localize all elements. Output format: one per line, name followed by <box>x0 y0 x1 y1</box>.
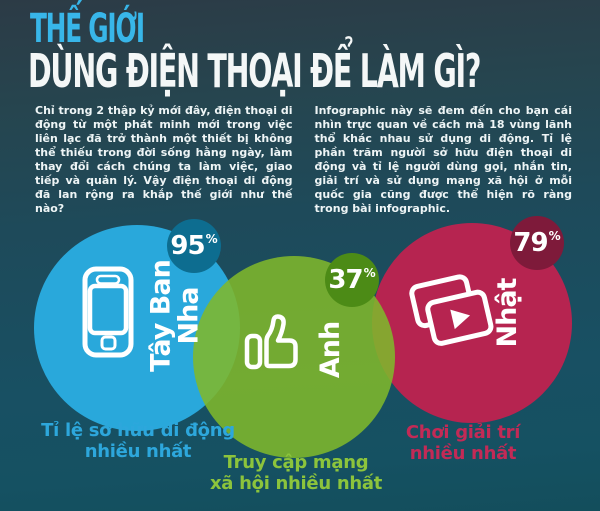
header: THẾ GIỚI DÙNG ĐIỆN THOẠI ĐỂ LÀM GÌ? <box>0 0 600 100</box>
percent-value: 95 <box>170 231 205 261</box>
percent-badge-japan: 79 % <box>510 216 564 270</box>
percent-sign: % <box>205 232 218 246</box>
percent-value: 37 <box>328 265 363 295</box>
country-label-uk: Anh <box>315 321 347 379</box>
percent-badge-spain: 95 % <box>167 219 221 273</box>
smartphone-icon <box>82 266 134 362</box>
percent-sign: % <box>363 266 376 280</box>
caption-spain: Tỉ lệ sở hữu di động nhiều nhất <box>41 420 235 462</box>
caption-japan: Chơi giải trí nhiều nhất <box>405 422 521 464</box>
intro-paragraph-right: Infographic này sẽ đem đến cho bạn cái n… <box>314 104 573 215</box>
video-play-icon <box>402 274 496 356</box>
country-label-japan: Nhật <box>492 278 524 348</box>
country-label-spain: Tây Ban Nha <box>145 260 204 372</box>
percent-badge-uk: 37 % <box>325 253 379 307</box>
caption-uk: Truy cập mạng xã hội nhiều nhất <box>209 452 382 494</box>
thumbs-up-icon <box>242 308 310 378</box>
intro-paragraph-left: Chỉ trong 2 thập kỷ mới đây, điện thoại … <box>35 104 293 215</box>
title-line1: THẾ GIỚI <box>30 6 145 52</box>
title-line2: DÙNG ĐIỆN THOẠI ĐỂ LÀM GÌ? <box>28 44 481 98</box>
percent-value: 79 <box>513 228 548 258</box>
percent-sign: % <box>548 229 561 243</box>
intro-section: Chỉ trong 2 thập kỷ mới đây, điện thoại … <box>35 104 572 216</box>
